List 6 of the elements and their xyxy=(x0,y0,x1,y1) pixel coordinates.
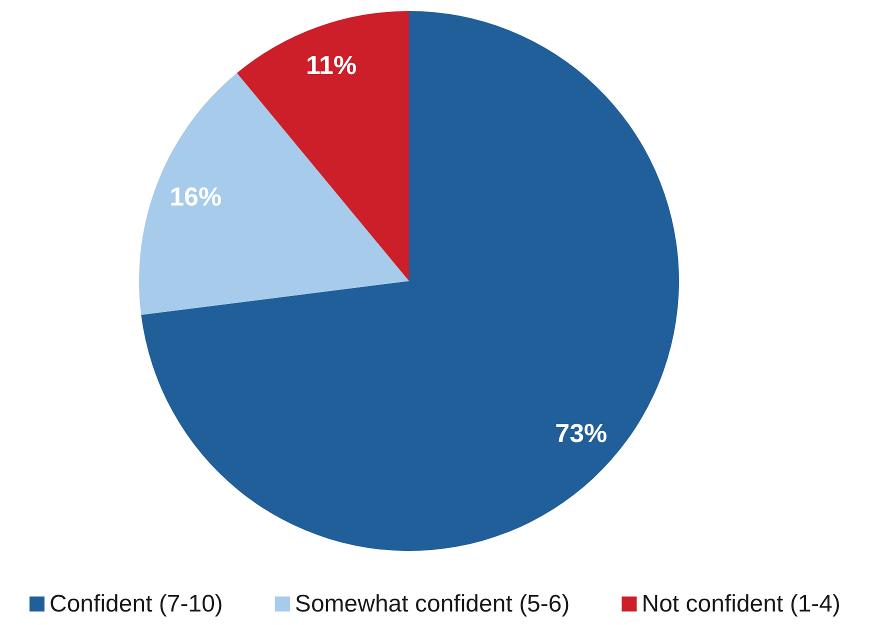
legend-label: Somewhat confident (5-6) xyxy=(294,590,570,618)
legend-label: Not confident (1-4) xyxy=(642,590,840,618)
data-label: 16% xyxy=(170,182,222,212)
legend-label: Confident (7-10) xyxy=(50,590,223,618)
data-label: 73% xyxy=(555,418,608,448)
data-label: 11% xyxy=(306,50,357,80)
